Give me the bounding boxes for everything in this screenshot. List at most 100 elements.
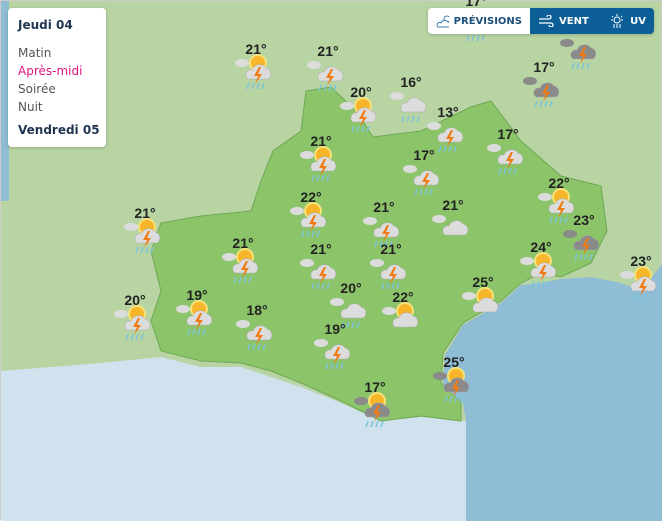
cloud-storm-icon — [314, 339, 351, 370]
forecast-point[interactable]: 21° — [234, 41, 278, 91]
spain-area — [1, 357, 466, 521]
sun-storm-icon — [300, 146, 337, 182]
period-panel: Jeudi 04 Matin Après-midi Soirée Nuit Ve… — [8, 8, 106, 147]
cloud-storm-icon — [307, 61, 344, 92]
temperature: 17° — [465, 0, 487, 9]
dark-sun-storm-icon — [354, 392, 391, 428]
forecast-point[interactable]: 21° — [221, 235, 265, 285]
cloud-storm-icon — [403, 165, 440, 196]
tab-vent[interactable]: VENT — [530, 8, 602, 34]
temperature: 23° — [630, 253, 652, 269]
sun-storm-icon — [114, 305, 151, 341]
period-soiree[interactable]: Soirée — [18, 82, 56, 96]
forecast-point[interactable]: 21° — [362, 199, 406, 249]
temperature: 17° — [497, 126, 519, 142]
temperature: 17° — [533, 59, 555, 75]
cloud-rain-icon — [390, 92, 427, 123]
forecast-point[interactable]: 20° — [339, 84, 383, 134]
forecast-point[interactable]: 22° — [381, 289, 425, 339]
forecast-point[interactable]: 21° — [369, 241, 413, 291]
temperature: 21° — [232, 235, 254, 251]
cloud-icon — [432, 215, 469, 236]
sun-storm-icon — [235, 54, 272, 90]
temperature: 22° — [300, 189, 322, 205]
sun-storm-icon — [520, 252, 557, 288]
forecast-point[interactable]: 20° — [329, 280, 373, 330]
temperature: 16° — [400, 74, 422, 90]
day-jeudi[interactable]: Jeudi 04 — [18, 18, 73, 32]
cloud-storm-icon — [300, 259, 337, 290]
forecast-point[interactable]: 17° — [486, 126, 530, 176]
dark-storm-icon — [523, 77, 560, 108]
temperature: 13° — [437, 104, 459, 120]
temperature: 17° — [413, 147, 435, 163]
cloud-rain-icon — [330, 298, 367, 329]
sun-cloud-icon — [436, 15, 449, 28]
map-mode-tabs: PRÉVISIONS VENT UV — [428, 8, 654, 34]
forecast-point[interactable]: 17° — [522, 59, 566, 109]
forecast-point[interactable]: 25° — [461, 274, 505, 324]
forecast-point[interactable]: 23° — [619, 253, 662, 303]
forecast-point[interactable]: 21° — [123, 205, 167, 255]
forecast-point[interactable] — [559, 21, 603, 71]
period-nuit[interactable]: Nuit — [18, 100, 43, 114]
tab-previsions-label: PRÉVISIONS — [453, 15, 522, 27]
forecast-point[interactable]: 21° — [306, 43, 350, 93]
period-matin[interactable]: Matin — [18, 46, 52, 60]
temperature: 19° — [324, 321, 346, 337]
forecast-point[interactable]: 17° — [402, 147, 446, 197]
sun-cloud-icon — [462, 287, 499, 313]
forecast-point[interactable]: 17° — [353, 379, 397, 429]
forecast-point[interactable]: 16° — [389, 74, 433, 124]
temperature: 21° — [310, 133, 332, 149]
forecast-point[interactable]: 23° — [562, 212, 606, 262]
temperature: 23° — [573, 212, 595, 228]
temperature: 18° — [246, 302, 268, 318]
temperature: 17° — [364, 379, 386, 395]
forecast-point[interactable]: 21° — [299, 241, 343, 291]
dark-storm-icon — [560, 39, 597, 70]
forecast-point[interactable]: 13° — [426, 104, 470, 154]
forecast-point[interactable]: 20° — [113, 292, 157, 342]
temperature: 21° — [380, 241, 402, 257]
temperature: 21° — [442, 197, 464, 213]
forecast-point[interactable]: 24° — [519, 239, 563, 289]
temperature: 22° — [548, 175, 570, 191]
temperature: 20° — [124, 292, 146, 308]
wind-icon — [539, 15, 554, 27]
forecast-point[interactable]: 18° — [235, 302, 279, 352]
uv-icon — [611, 14, 624, 28]
temperature: 20° — [350, 84, 372, 100]
tab-uv[interactable]: UV — [601, 8, 654, 34]
temperature: 19° — [186, 287, 208, 303]
temperature: 21° — [245, 41, 267, 57]
forecast-point[interactable]: 19° — [313, 321, 357, 371]
temperature: 21° — [134, 205, 156, 221]
period-apres-midi[interactable]: Après-midi — [18, 64, 83, 78]
temperature: 21° — [310, 241, 332, 257]
sea — [443, 264, 662, 521]
forecast-point[interactable]: 21° — [431, 197, 475, 247]
temperature: 24° — [530, 239, 552, 255]
forecast-point[interactable]: 21° — [299, 133, 343, 183]
cloud-storm-icon — [363, 217, 400, 248]
temperature: 22° — [392, 289, 414, 305]
temperature: 21° — [317, 43, 339, 59]
temperature: 25° — [472, 274, 494, 290]
sun-storm-icon — [340, 97, 377, 133]
forecast-point[interactable]: 19° — [175, 287, 219, 337]
cloud-storm-icon — [427, 122, 464, 153]
day-vendredi[interactable]: Vendredi 05 — [18, 123, 100, 137]
sun-storm-icon — [290, 202, 327, 238]
tab-vent-label: VENT — [559, 15, 589, 27]
sun-storm-icon — [124, 218, 161, 254]
sun-storm-icon — [222, 248, 259, 284]
sun-storm-icon — [176, 300, 213, 336]
tab-previsions[interactable]: PRÉVISIONS — [428, 8, 530, 34]
forecast-point[interactable]: 25° — [432, 354, 476, 404]
temperature: 21° — [373, 199, 395, 215]
forecast-point[interactable]: 22° — [537, 175, 581, 225]
temperature: 25° — [443, 354, 465, 370]
forecast-point[interactable]: 22° — [289, 189, 333, 239]
